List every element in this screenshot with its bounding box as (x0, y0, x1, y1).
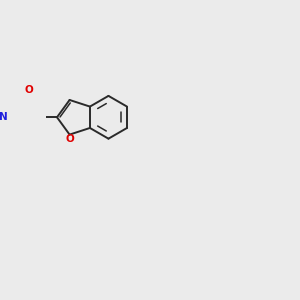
Text: N: N (0, 112, 7, 122)
Text: O: O (66, 134, 74, 144)
Text: O: O (25, 85, 34, 95)
